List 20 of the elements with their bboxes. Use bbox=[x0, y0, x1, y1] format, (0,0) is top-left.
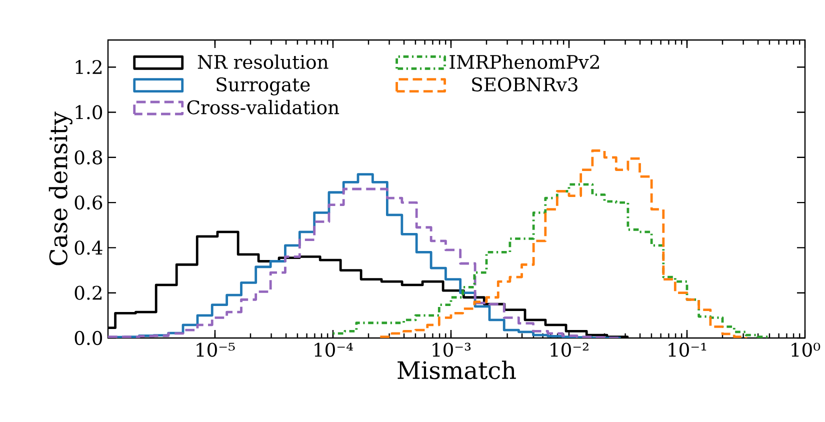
x-tick-label: 10⁻⁴ bbox=[314, 342, 353, 357]
y-tick-label: 0.6 bbox=[74, 195, 102, 210]
legend-label: Surrogate bbox=[216, 77, 310, 96]
y-tick-label: 0.0 bbox=[74, 330, 102, 346]
legend-label: Cross-validation bbox=[187, 100, 340, 114]
y-tick-label: 0.2 bbox=[74, 286, 102, 300]
x-tick-label: 10⁻² bbox=[550, 342, 588, 357]
x-tick-label: 10⁻⁵ bbox=[196, 342, 235, 357]
x-tick-label: 10⁰ bbox=[792, 342, 820, 357]
legend-label: NR resolution bbox=[198, 54, 328, 69]
y-tick-label: 0.4 bbox=[74, 240, 102, 255]
x-tick-label: 10⁻¹ bbox=[668, 342, 706, 357]
x-tick-label: 10⁻³ bbox=[432, 342, 471, 357]
y-axis-title: Case density bbox=[48, 112, 72, 266]
y-tick-label: 0.8 bbox=[74, 150, 102, 164]
legend-label: SEOBNRv3 bbox=[472, 77, 578, 92]
y-tick-label: 1.0 bbox=[76, 105, 102, 120]
y-tick-label: 1.2 bbox=[76, 60, 102, 74]
legend-label: IMRPhenomPv2 bbox=[450, 54, 599, 69]
x-axis-title: Mismatch bbox=[398, 360, 516, 380]
